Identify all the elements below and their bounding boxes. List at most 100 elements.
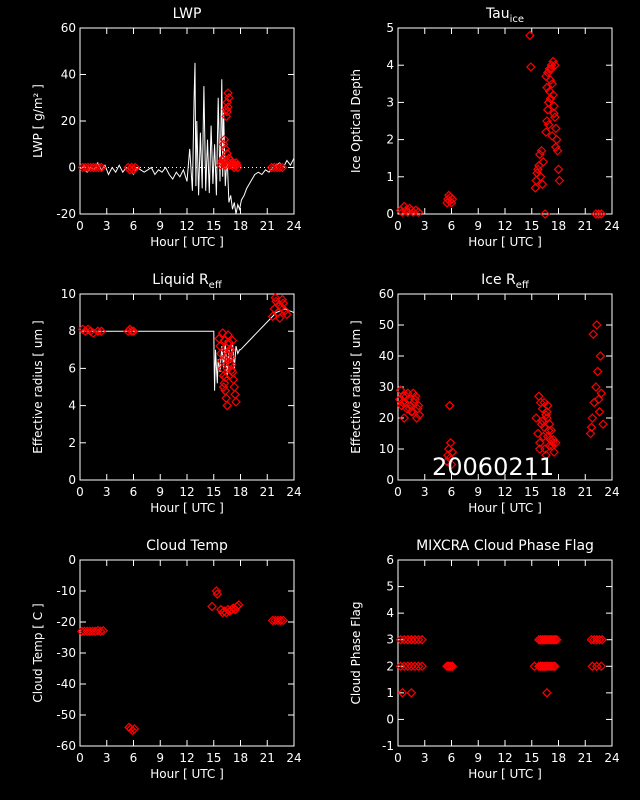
phase_flag-data-point [402,634,413,645]
liquid_reff-data-point [221,393,232,404]
cloud_temp-data-point [278,615,289,626]
lwp-xtick-label: 18 [233,219,248,233]
cloud_temp-data-point [84,626,95,637]
ice_reff-xtick-label: 18 [551,485,566,499]
ice_reff-data-point [542,413,552,423]
liquid_reff-xtick-label: 21 [260,485,275,499]
tau_ice-data-point [399,201,410,212]
ice_reff-xtick-label: 24 [604,485,619,499]
ice_reff-data-point [404,403,415,414]
phase_flag-ylabel: Cloud Phase Flag [349,602,363,705]
phase_flag-data-point [402,661,413,672]
liquid_reff-xtick-label: 24 [286,485,301,499]
tau_ice-xtick-label: 9 [474,219,482,233]
tau_ice-title-subscript: ice [510,14,524,25]
liquid_reff-ytick-label: 0 [68,473,76,487]
cloud_temp-data-point [207,601,217,612]
tau_ice-data-point [526,62,536,72]
ice_reff-data-point [406,406,417,417]
liquid_reff-data-point [227,335,238,346]
ice_reff-data-point [548,437,558,448]
tau_ice-data-point [542,82,552,93]
liquid_reff-frame [79,293,295,481]
phase_flag-data-point [586,634,597,645]
liquid_reff-data-point [96,326,107,337]
cloud_temp-xtick-label: 3 [103,751,111,765]
cloud_temp-data-point [212,589,223,599]
tau_ice-frame [397,27,613,215]
liquid_reff-data-point [128,326,139,337]
tau_ice-ytick-label: 4 [386,58,394,72]
liquid_reff-data-point [217,328,228,338]
tau_ice-data-point [530,183,541,193]
cloud_temp-ytick-label: -10 [56,584,76,598]
liquid_reff-data-point [225,344,236,355]
liquid_reff-xtick-label: 12 [179,485,194,499]
ice_reff-data-point [544,441,555,451]
cloud_temp-data-point [95,626,106,637]
ice_reff-data-point [598,419,608,430]
ice_reff-data-point [591,382,601,392]
lwp-data-point [231,158,241,168]
liquid_reff-xtick-label: 15 [206,485,221,499]
ice_reff-data-point [544,419,555,430]
ice_reff-data-point [550,437,561,448]
phase_flag-ytick-label: 2 [386,659,394,673]
liquid_reff-ylabel: Effective radius [ um ] [31,320,45,453]
ice_reff-data-point [538,431,549,442]
lwp-title: LWP [173,6,202,22]
liquid_reff-xtick-label: 6 [130,485,138,499]
phase_flag-data-point [550,661,560,672]
phase_flag-data-point [596,661,607,672]
tau_ice-xtick-label: 0 [394,219,402,233]
ice_reff-data-point [542,431,553,442]
lwp-data-point [128,164,139,175]
phase_flag-data-point [542,688,552,698]
liquid_reff-data-point [228,374,239,385]
phase_flag-xtick-label: 0 [394,751,402,765]
ice_reff-data-point [542,400,553,411]
phase_flag-data-point [546,661,557,672]
tau_ice-data-point [550,142,561,152]
ice_reff-xtick-label: 6 [448,485,456,499]
liquid_reff-data-point [282,309,292,320]
ice_reff-data-point [587,413,598,423]
lwp-data-point [223,88,233,98]
phase_flag-data-point [417,634,427,645]
phase_flag-data-point [417,661,427,672]
lwp-data-point [221,104,232,115]
phase_flag-ytick-label: 0 [386,712,394,726]
cloud_temp-data-point [82,626,92,637]
ice_reff-data-point [410,391,421,402]
lwp-ytick-label: -20 [56,207,76,221]
cloud_temp-data-point [273,615,283,626]
ice_reff-data-point [399,413,410,423]
tau_ice-data-point [542,104,553,115]
lwp-ylabel: LWP [ g/m² ] [31,84,45,158]
ice_reff-xtick-label: 0 [394,485,402,499]
tau_ice-data-point [553,164,564,175]
tau_ice-data-point [538,157,549,167]
ice_reff-ylabel: Effective radius [ um ] [349,320,363,453]
phase_flag-data-point [548,661,558,672]
ice_reff-data-point [534,391,544,402]
lwp-data-point [277,162,288,173]
tau_ice-xtick-label: 24 [604,219,619,233]
ice_reff-xlabel: Hour [ UTC ] [468,501,542,515]
ice_reff-data-point [410,394,420,405]
cloud_temp-data-point [98,625,109,636]
ice_reff-data-point [534,444,545,454]
lwp-xtick-label: 3 [103,219,111,233]
ice_reff-data-point [531,413,542,423]
phase_flag-data-point [447,661,458,672]
ice_reff-data-point [402,403,412,414]
tau_ice-data-point [549,108,559,119]
phase_flag-data-point [597,634,608,645]
lwp-data-point [232,162,243,173]
liquid_reff-xtick-label: 0 [76,485,84,499]
tau_ice-data-point [551,134,562,145]
tau_ice-xtick-label: 15 [524,219,539,233]
phase_flag-data-point [413,661,424,672]
phase_flag-data-point [395,634,406,645]
ice_reff-data-point [397,397,408,408]
